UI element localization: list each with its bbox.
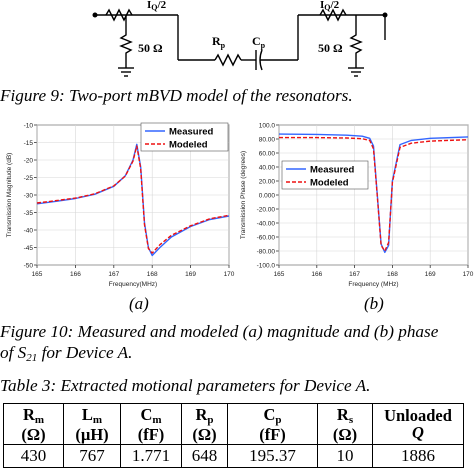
x-axis-label: Frequency (MHz) <box>348 281 398 288</box>
motional-parameters-table: Rm (Ω) Lm (µH) Cm (fF) Rp (Ω) Cp (fF) Rs (Ω) U… <box>3 403 464 468</box>
subfigure-label-b: (b) <box>364 294 384 313</box>
y-tick-label: 40.00 <box>259 165 276 172</box>
value-rm: 430 <box>3 444 64 468</box>
value-lm: 767 <box>63 444 121 468</box>
legend-label-measured: Measured <box>169 127 214 138</box>
x-axis-label: Frequency(MHz) <box>109 281 157 288</box>
x-tick-label: 165 <box>32 271 43 278</box>
x-tick-label: 166 <box>311 271 322 278</box>
series-line-modeled <box>279 136 469 252</box>
header-cp: Cp (fF) <box>227 403 318 445</box>
x-tick-label: 168 <box>387 271 398 278</box>
y-tick-label: -60.00 <box>257 235 276 242</box>
x-tick-label: 169 <box>185 271 196 278</box>
table3-caption: Table 3: Extracted motional parameters f… <box>0 376 371 395</box>
subfigure-label-a: (a) <box>129 294 149 313</box>
x-tick-label: 170 <box>463 271 474 278</box>
series-line-modeled <box>36 145 230 254</box>
legend-label-modeled: Modeled <box>310 178 349 189</box>
y-tick-label: 0.000 <box>259 193 276 200</box>
y-axis-label: Transmission Phase (degrees) <box>240 151 247 239</box>
y-axis-label: Transmission Magnitude (dB) <box>6 153 13 238</box>
value-unloaded-q: 1886 <box>372 444 464 468</box>
y-tick-label: -25 <box>24 175 34 182</box>
y-tick-label: -20 <box>24 158 34 165</box>
cp-label: Cp <box>252 34 266 50</box>
legend-box <box>140 122 229 152</box>
y-tick-label: -40 <box>24 228 34 235</box>
header-rs: Rs (Ω) <box>317 403 373 445</box>
y-tick-label: -30 <box>24 193 34 200</box>
y-tick-label: 100.0 <box>259 123 276 130</box>
right-load-label: 50 Ω <box>318 41 343 55</box>
y-tick-label: 20.00 <box>259 179 276 186</box>
y-tick-label: -20.00 <box>257 207 276 214</box>
mbvd-circuit-diagram: IQ/2 IQ/2 50 Ω 50 Ω Rp Cp <box>92 0 388 77</box>
y-tick-label: -45 <box>24 245 34 252</box>
figure9-caption: Figure 9: Two-port mBVD model of the res… <box>0 86 353 105</box>
x-tick-label: 167 <box>108 271 119 278</box>
rp-label: Rp <box>212 34 226 50</box>
x-tick-label: 166 <box>70 271 81 278</box>
value-rs: 10 <box>317 444 373 468</box>
left-current-label: IQ/2 <box>147 0 167 12</box>
table-header-row: Rm (Ω) Lm (µH) Cm (fF) Rp (Ω) Cp (fF) Rs (Ω) U… <box>3 403 464 445</box>
y-tick-label: -50 <box>24 263 34 270</box>
y-tick-label: 60.00 <box>259 151 276 158</box>
header-rm: Rm (Ω) <box>3 403 64 445</box>
y-tick-label: -35 <box>24 210 34 217</box>
header-rp: Rp (Ω) <box>181 403 228 445</box>
x-tick-label: 170 <box>224 271 235 278</box>
value-rp: 648 <box>181 444 228 468</box>
legend-label-measured: Measured <box>310 165 355 176</box>
figure10-caption-line2: of S21 for Device A. <box>0 343 133 364</box>
y-tick-label: -100.0 <box>257 263 276 270</box>
y-tick-label: -80.00 <box>257 249 276 256</box>
y-tick-label: -15 <box>24 140 34 147</box>
value-cp: 195.37 <box>227 444 318 468</box>
x-tick-label: 167 <box>349 271 360 278</box>
y-tick-label: 80.00 <box>259 137 276 144</box>
value-cm: 1.771 <box>120 444 182 468</box>
header-cm: Cm (fF) <box>120 403 182 445</box>
left-load-label: 50 Ω <box>138 41 163 55</box>
x-tick-label: 165 <box>274 271 285 278</box>
legend-box <box>281 160 369 190</box>
header-unloaded-q: Unloaded Q <box>372 403 464 445</box>
figure10-caption-line1: Figure 10: Measured and modeled (a) magn… <box>0 322 439 341</box>
y-tick-label: -10 <box>24 123 34 130</box>
x-tick-label: 168 <box>147 271 158 278</box>
y-tick-label: -40.00 <box>257 221 276 228</box>
header-lm: Lm (µH) <box>63 403 121 445</box>
x-tick-label: 169 <box>425 271 436 278</box>
phase-chart: 100.0 80.00 60.00 40.00 20.00 0.000 -20.00 -40.… <box>240 123 474 289</box>
right-current-label: IQ/2 <box>320 0 340 12</box>
legend-label-modeled: Modeled <box>169 140 208 151</box>
table-row: 430 767 1.771 648 195.37 10 1886 <box>3 444 464 468</box>
